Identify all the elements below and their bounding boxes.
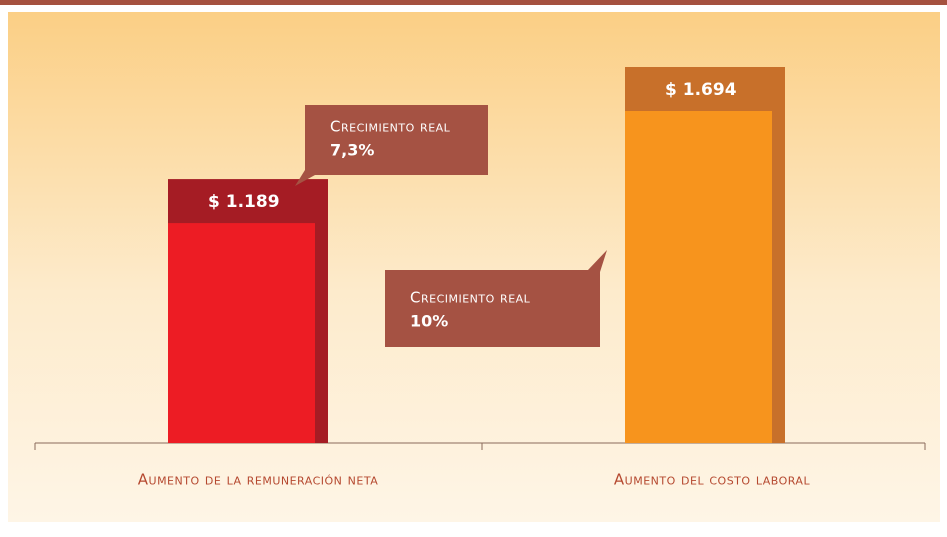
bar [168, 223, 315, 443]
x-tick-label: Aumento del costo laboral [614, 471, 811, 489]
bar [625, 111, 772, 443]
callout-value: 7,3% [330, 141, 374, 160]
value-label: $ 1.189 [208, 192, 280, 212]
x-tick-label: Aumento de la remuneración neta [138, 471, 378, 489]
callout-value: 10% [410, 312, 448, 331]
callout-label: Crecimiento real [410, 289, 531, 307]
value-label: $ 1.694 [665, 80, 737, 100]
callout-box [385, 250, 607, 347]
plot-bg [8, 12, 940, 522]
top-stripe [0, 0, 947, 5]
callout-label: Crecimiento real [330, 118, 451, 136]
callout-box [295, 105, 488, 186]
